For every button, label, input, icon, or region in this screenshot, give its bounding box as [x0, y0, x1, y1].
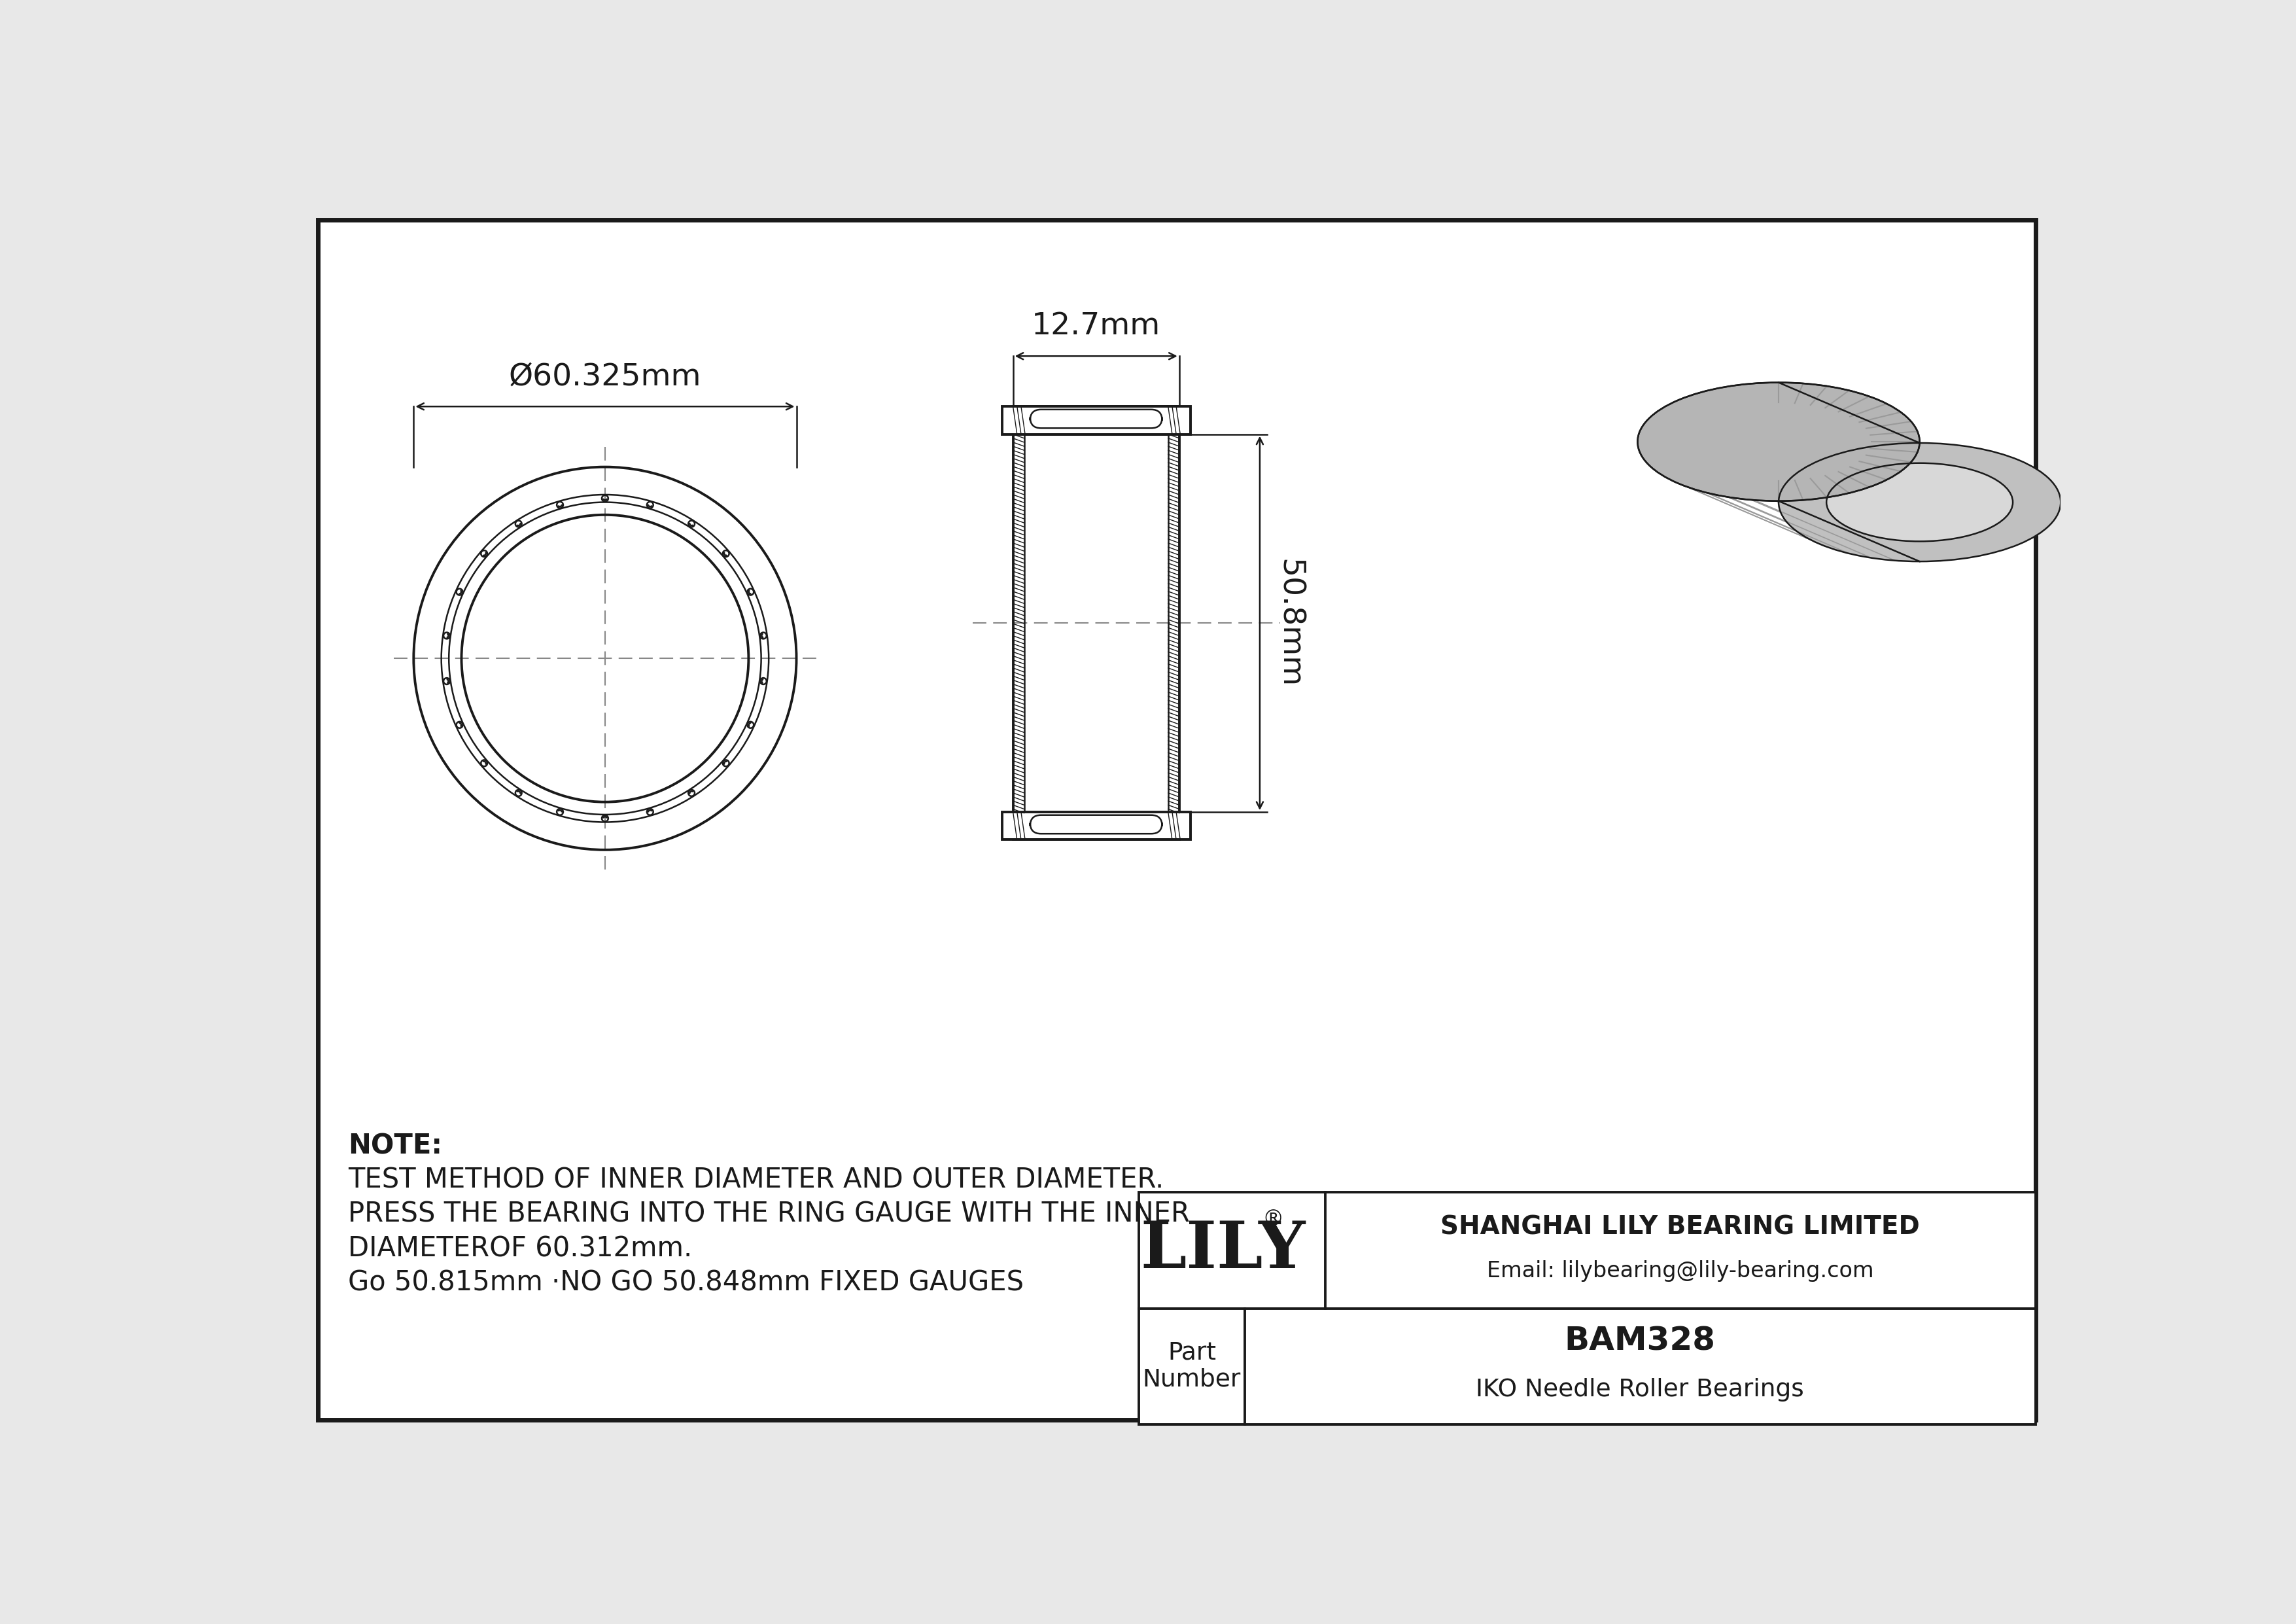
Polygon shape — [1637, 442, 2062, 562]
Bar — [1139, 1192, 2037, 1424]
FancyBboxPatch shape — [1031, 815, 1162, 833]
Polygon shape — [1779, 443, 2062, 562]
Polygon shape — [1825, 463, 2014, 541]
Text: IKO Needle Roller Bearings: IKO Needle Roller Bearings — [1476, 1377, 1805, 1402]
FancyBboxPatch shape — [1031, 409, 1162, 429]
Text: DIAMETEROF 60.312mm.: DIAMETEROF 60.312mm. — [349, 1234, 693, 1262]
Text: LILY: LILY — [1141, 1218, 1306, 1281]
Polygon shape — [1685, 442, 2014, 541]
Text: BAM328: BAM328 — [1564, 1325, 1715, 1356]
Text: SHANGHAI LILY BEARING LIMITED: SHANGHAI LILY BEARING LIMITED — [1440, 1215, 1919, 1239]
Bar — [1013, 406, 1180, 840]
Text: Part
Number: Part Number — [1143, 1341, 1242, 1392]
Text: NOTE:: NOTE: — [349, 1132, 443, 1160]
Text: TEST METHOD OF INNER DIAMETER AND OUTER DIAMETER.: TEST METHOD OF INNER DIAMETER AND OUTER … — [349, 1166, 1164, 1194]
Bar — [1001, 406, 1189, 434]
Bar — [1024, 434, 1169, 812]
Polygon shape — [1637, 383, 2062, 502]
Text: Go 50.815mm ·NO GO 50.848mm FIXED GAUGES: Go 50.815mm ·NO GO 50.848mm FIXED GAUGES — [349, 1268, 1024, 1296]
Bar — [1001, 812, 1189, 840]
Polygon shape — [1637, 383, 1919, 500]
Text: Ø60.325mm: Ø60.325mm — [510, 362, 700, 391]
Text: ®: ® — [1263, 1208, 1283, 1229]
Text: Email: lilybearing@lily-bearing.com: Email: lilybearing@lily-bearing.com — [1488, 1260, 1874, 1281]
Text: 12.7mm: 12.7mm — [1031, 312, 1159, 341]
Text: 50.8mm: 50.8mm — [1274, 559, 1304, 687]
Text: PRESS THE BEARING INTO THE RING GAUGE WITH THE INNER: PRESS THE BEARING INTO THE RING GAUGE WI… — [349, 1200, 1189, 1228]
